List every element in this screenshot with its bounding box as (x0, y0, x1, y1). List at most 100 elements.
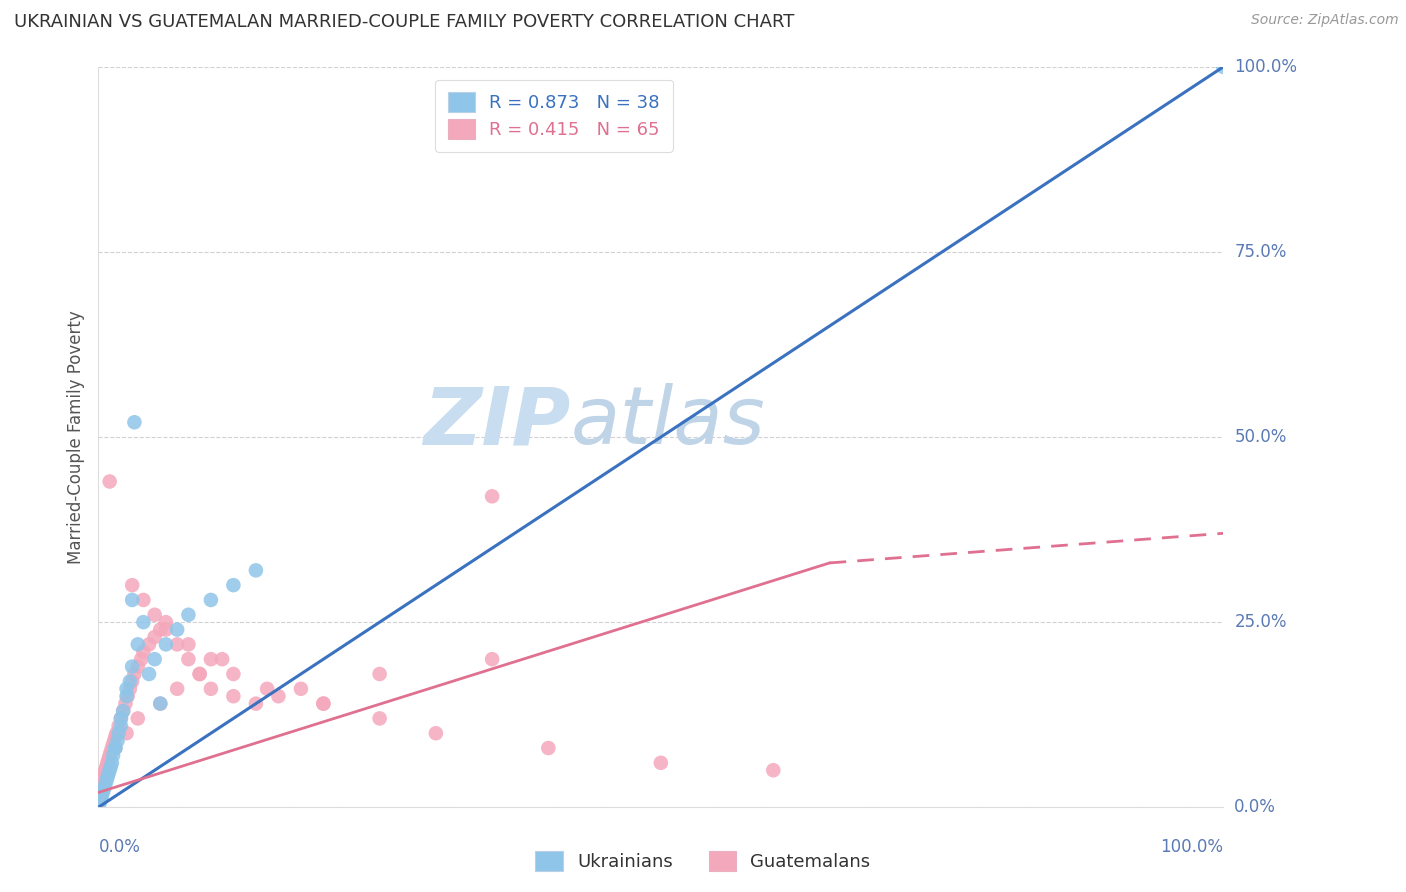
Point (121, 578, 143, 592)
Point (104, 741, 127, 756)
Point (93, 767, 115, 781)
Point (177, 652, 200, 666)
Point (90, 778, 112, 792)
Point (222, 689, 245, 703)
Point (211, 652, 233, 666)
Point (96, 756, 118, 770)
Point (188, 667, 211, 681)
Point (90, 793, 112, 807)
Point (138, 637, 160, 651)
Point (110, 719, 132, 733)
Text: 100.0%: 100.0% (1234, 58, 1298, 76)
Point (132, 645, 155, 659)
Point (89, 793, 111, 807)
Text: atlas: atlas (571, 384, 766, 461)
Text: 25.0%: 25.0% (1234, 613, 1286, 632)
Point (143, 652, 166, 666)
Point (155, 623, 177, 637)
Point (132, 615, 155, 630)
Text: ZIP: ZIP (423, 384, 571, 461)
Point (115, 681, 138, 696)
Point (127, 711, 149, 725)
Point (256, 681, 278, 696)
Point (107, 733, 129, 747)
Point (155, 615, 177, 630)
Point (127, 659, 149, 673)
Point (537, 741, 560, 756)
Point (267, 689, 290, 703)
Point (107, 719, 129, 733)
Point (312, 697, 335, 711)
Legend: R = 0.873   N = 38, R = 0.415   N = 65: R = 0.873 N = 38, R = 0.415 N = 65 (436, 79, 672, 152)
Point (105, 726, 128, 740)
Point (132, 593, 155, 607)
Point (94, 778, 117, 792)
Point (101, 741, 124, 756)
Point (98, 748, 121, 763)
Point (96, 759, 118, 773)
Point (138, 667, 160, 681)
Point (112, 704, 135, 718)
Point (425, 726, 447, 740)
Text: 0.0%: 0.0% (98, 838, 141, 855)
Point (112, 704, 135, 718)
Point (97, 752, 120, 766)
Text: Source: ZipAtlas.com: Source: ZipAtlas.com (1251, 13, 1399, 28)
Point (96, 771, 118, 785)
Text: 50.0%: 50.0% (1234, 428, 1286, 446)
Point (149, 623, 172, 637)
Point (368, 711, 391, 725)
Point (245, 697, 267, 711)
Point (177, 637, 200, 651)
Point (110, 711, 132, 725)
Point (245, 563, 267, 577)
Point (110, 711, 132, 725)
Point (104, 730, 127, 744)
Point (118, 674, 141, 689)
Point (118, 681, 141, 696)
Point (222, 578, 245, 592)
Point (101, 748, 124, 763)
Point (124, 415, 146, 429)
Point (89, 797, 111, 811)
Point (98, 475, 121, 489)
Point (94, 764, 117, 778)
Point (101, 756, 124, 770)
Point (104, 741, 127, 756)
Point (222, 667, 245, 681)
Point (90, 785, 112, 799)
Point (149, 697, 172, 711)
Point (200, 681, 222, 696)
Point (481, 489, 503, 503)
Point (166, 623, 188, 637)
Point (129, 652, 152, 666)
Point (200, 593, 222, 607)
Point (96, 774, 118, 789)
Y-axis label: Married-Couple Family Poverty: Married-Couple Family Poverty (66, 310, 84, 564)
Point (177, 607, 200, 622)
Point (93, 781, 115, 796)
Point (149, 697, 172, 711)
Point (312, 697, 335, 711)
Text: UKRAINIAN VS GUATEMALAN MARRIED-COUPLE FAMILY POVERTY CORRELATION CHART: UKRAINIAN VS GUATEMALAN MARRIED-COUPLE F… (14, 13, 794, 31)
Point (143, 630, 166, 644)
Point (98, 764, 121, 778)
Point (100, 745, 122, 759)
Point (166, 637, 188, 651)
Point (101, 737, 124, 751)
Point (762, 764, 785, 778)
Point (121, 593, 143, 607)
Point (107, 726, 129, 740)
Point (91, 771, 114, 785)
Point (155, 637, 177, 651)
Point (121, 674, 143, 689)
Point (143, 607, 166, 622)
Point (368, 667, 391, 681)
Point (117, 689, 139, 703)
Point (115, 689, 138, 703)
Point (90, 789, 112, 804)
Point (188, 667, 211, 681)
Point (481, 652, 503, 666)
Point (97, 767, 120, 781)
Point (200, 652, 222, 666)
